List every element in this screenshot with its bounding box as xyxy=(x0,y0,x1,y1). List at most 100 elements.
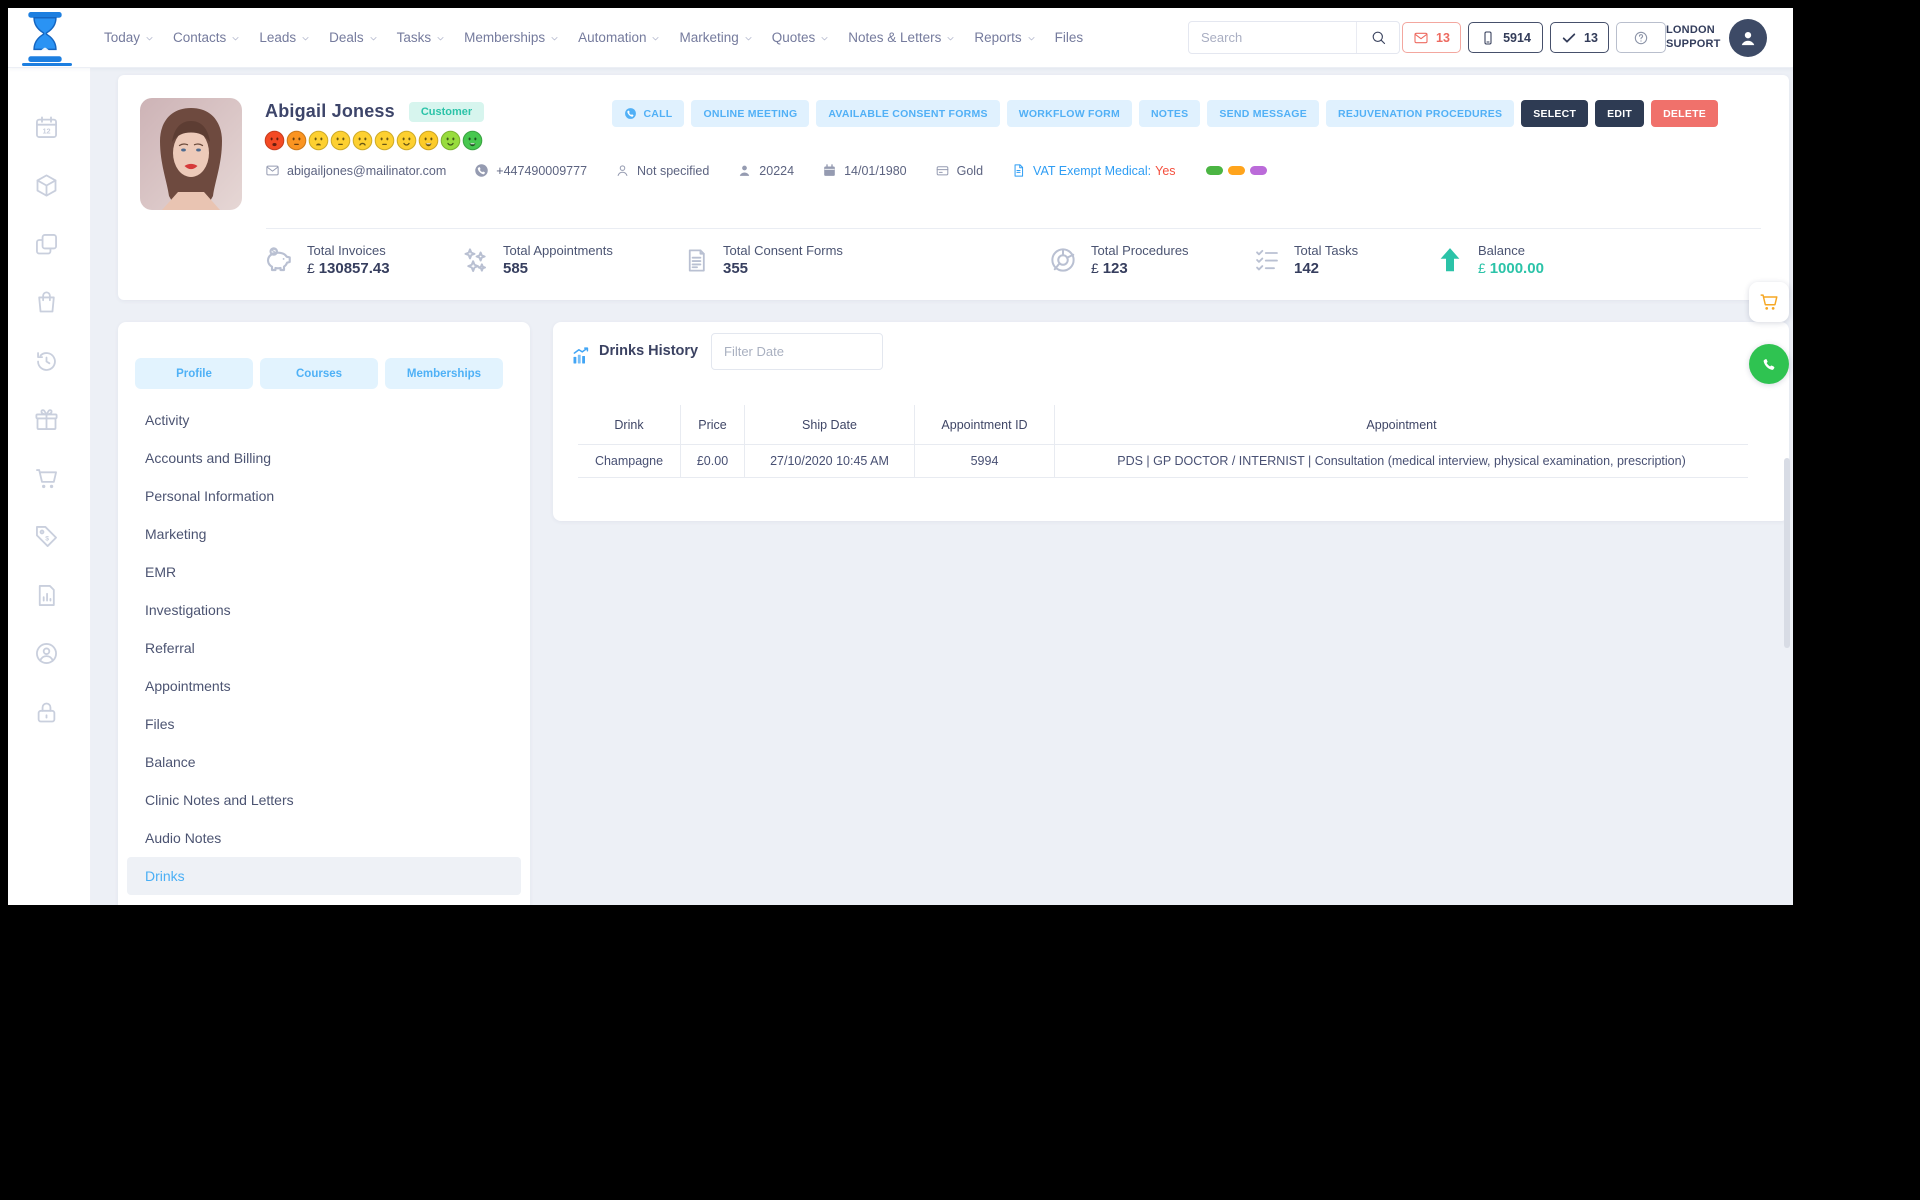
label-pill-1 xyxy=(1205,166,1223,175)
nav-label: Notes & Letters xyxy=(848,30,942,45)
nav-label: Automation xyxy=(578,30,647,45)
edit-button[interactable]: EDIT xyxy=(1595,100,1645,127)
gift-icon xyxy=(35,409,58,430)
sidebar-item-price-tag[interactable]: $ xyxy=(33,523,60,550)
contact-item-not-specified: Not specified xyxy=(615,163,709,178)
global-search xyxy=(1188,21,1400,54)
indicator-envelope[interactable]: 13 xyxy=(1402,22,1461,53)
select-button[interactable]: SELECT xyxy=(1521,100,1589,127)
nav-item-tasks[interactable]: Tasks xyxy=(397,30,446,45)
nav-item-today[interactable]: Today xyxy=(104,30,154,45)
nav-item-files[interactable]: Files xyxy=(1055,30,1084,45)
mood-face-10[interactable] xyxy=(462,130,483,151)
nav-item-marketing[interactable]: Marketing xyxy=(679,30,752,45)
profile-section-investigations[interactable]: Investigations xyxy=(145,602,231,618)
mood-face-8[interactable] xyxy=(418,130,439,151)
user-avatar[interactable] xyxy=(1728,18,1767,57)
rejuvenation-procedures-button[interactable]: REJUVENATION PROCEDURES xyxy=(1325,100,1515,127)
mood-face-7[interactable] xyxy=(396,130,417,151)
search-button[interactable] xyxy=(1356,22,1399,53)
sidebar-item-gift[interactable] xyxy=(33,406,60,433)
delete-button[interactable]: DELETE xyxy=(1651,100,1718,127)
indicator-mobile[interactable]: 5914 xyxy=(1468,22,1543,53)
copy-icon xyxy=(36,234,57,255)
profile-section-clinic-notes-and-letters[interactable]: Clinic Notes and Letters xyxy=(145,792,294,808)
profile-section-appointments[interactable]: Appointments xyxy=(145,678,231,694)
panel-title: Drinks History xyxy=(599,343,699,359)
profile-section-activity[interactable]: Activity xyxy=(145,412,190,428)
send-message-button[interactable]: SEND MESSAGE xyxy=(1207,100,1319,127)
cart-icon xyxy=(36,469,57,489)
table-row[interactable]: Champagne £0.00 27/10/2020 10:45 AM 5994 PDS… xyxy=(578,445,1748,478)
sidebar-item-shopping-bag[interactable] xyxy=(33,289,60,316)
account-menu[interactable]: LONDON SUPPORT xyxy=(1666,8,1767,67)
profile-section-balance[interactable]: Balance xyxy=(145,754,196,770)
sidebar-item-history[interactable] xyxy=(33,348,60,375)
sidebar-item-cart[interactable] xyxy=(33,465,60,492)
profile-section-referral[interactable]: Referral xyxy=(145,640,195,656)
contact-item-447490009777: +447490009777 xyxy=(474,163,587,178)
online-meeting-button[interactable]: ONLINE MEETING xyxy=(691,100,810,127)
nav-item-deals[interactable]: Deals xyxy=(329,30,378,45)
contact-text: +447490009777 xyxy=(496,163,588,178)
table-header-row: Drink Price Ship Date Appointment ID Appoint… xyxy=(578,405,1748,445)
sidebar-item-report[interactable] xyxy=(33,582,60,609)
available-consent-forms-button[interactable]: AVAILABLE CONSENT FORMS xyxy=(816,100,1000,127)
sidebar-item-calendar[interactable]: 12 xyxy=(33,114,60,141)
indicator-count: 13 xyxy=(1436,30,1450,45)
sidebar-item-lock[interactable] xyxy=(33,699,60,726)
mood-face-4[interactable] xyxy=(330,130,351,151)
stat-balance: Balance £ 1000.00 xyxy=(1435,243,1544,277)
whatsapp-floating-button[interactable] xyxy=(1749,344,1789,384)
nav-item-quotes[interactable]: Quotes xyxy=(772,30,830,45)
workflow-form-button[interactable]: WORKFLOW FORM xyxy=(1006,100,1132,127)
arrow-up-icon xyxy=(1440,248,1460,272)
nav-item-leads[interactable]: Leads xyxy=(259,30,310,45)
sidebar-item-user-circle[interactable] xyxy=(33,640,60,667)
indicator-check[interactable]: 13 xyxy=(1550,22,1609,53)
profile-section-emr[interactable]: EMR xyxy=(145,564,177,580)
mood-face-9[interactable] xyxy=(440,130,461,151)
search-input[interactable] xyxy=(1189,22,1356,53)
profile-section-audio-notes[interactable]: Audio Notes xyxy=(145,830,222,846)
mood-face-1[interactable] xyxy=(264,130,285,151)
mood-face-5[interactable] xyxy=(352,130,373,151)
nav-label: Marketing xyxy=(679,30,739,45)
profile-tabs: Profile Courses Memberships xyxy=(135,358,503,389)
tab-profile[interactable]: Profile xyxy=(135,358,253,389)
profile-section-accounts-and-billing[interactable]: Accounts and Billing xyxy=(145,450,272,466)
profile-section-drinks[interactable]: Drinks xyxy=(127,857,521,895)
profile-section-marketing[interactable]: Marketing xyxy=(145,526,207,542)
app-logo[interactable] xyxy=(23,12,67,62)
nav-item-automation[interactable]: Automation xyxy=(578,30,660,45)
customer-type-badge: Customer xyxy=(408,101,485,122)
nav-item-memberships[interactable]: Memberships xyxy=(464,30,559,45)
button-label: DELETE xyxy=(1663,107,1706,120)
mood-face-6[interactable] xyxy=(374,130,395,151)
notes-button[interactable]: NOTES xyxy=(1138,100,1201,127)
call-button[interactable]: CALL xyxy=(612,100,685,127)
sidebar-item-package[interactable] xyxy=(33,172,60,199)
profile-section-files[interactable]: Files xyxy=(145,716,175,732)
mood-face-3[interactable] xyxy=(308,130,329,151)
card-icon xyxy=(936,166,948,176)
calendar-solid-icon xyxy=(824,164,835,176)
piggy-bank-icon: $ xyxy=(266,247,291,272)
nav-item-contacts[interactable]: Contacts xyxy=(173,30,240,45)
nav-item-reports[interactable]: Reports xyxy=(974,30,1035,45)
sidebar-item-copy[interactable] xyxy=(33,231,60,258)
contact-text: VAT Exempt Medical: xyxy=(1033,163,1152,178)
chevron-down-icon xyxy=(653,37,659,41)
tab-memberships[interactable]: Memberships xyxy=(385,358,503,389)
hourglass-logo-icon xyxy=(28,12,62,62)
cart-floating-button[interactable] xyxy=(1749,282,1789,322)
mood-face-2[interactable] xyxy=(286,130,307,151)
tab-courses[interactable]: Courses xyxy=(260,358,378,389)
filter-date-input[interactable] xyxy=(711,333,883,370)
page-scrollbar[interactable] xyxy=(1784,458,1790,648)
nav-item-notes-letters[interactable]: Notes & Letters xyxy=(848,30,955,45)
profile-section-personal-information[interactable]: Personal Information xyxy=(145,488,275,504)
indicator-question[interactable] xyxy=(1616,22,1666,53)
contact-row: abigailjones@mailinator.com +447490009777… xyxy=(265,163,1267,178)
contact-item-abigailjones-mailinator-com: abigailjones@mailinator.com xyxy=(265,163,446,178)
